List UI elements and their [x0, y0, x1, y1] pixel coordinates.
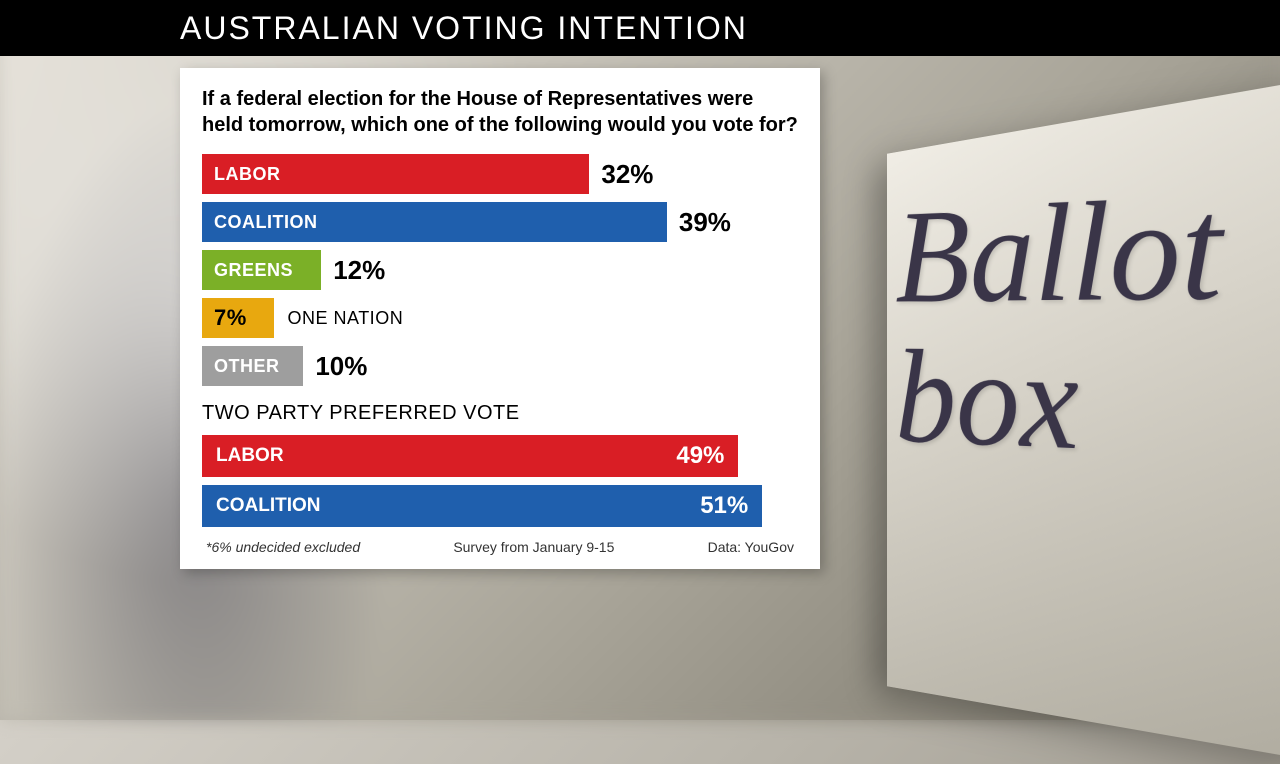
- bar-labor: LABOR: [202, 154, 589, 194]
- data-source: Data: YouGov: [708, 539, 794, 555]
- footnote: *6% undecided excluded: [206, 539, 360, 555]
- title-bar: AUSTRALIAN VOTING INTENTION: [0, 0, 1280, 56]
- poll-question: If a federal election for the House of R…: [202, 86, 798, 138]
- tpp-row: COALITION 51%: [202, 485, 798, 527]
- bar-other: OTHER: [202, 346, 303, 386]
- bar-coalition: COALITION: [202, 202, 667, 242]
- tpp-value: 51%: [700, 492, 748, 520]
- bar-value: 12%: [333, 255, 385, 286]
- bar-value: 10%: [315, 351, 367, 382]
- bar-row: 7% ONE NATION: [202, 298, 798, 338]
- tpp-bar-coalition: COALITION 51%: [202, 485, 762, 527]
- page-title: AUSTRALIAN VOTING INTENTION: [180, 10, 748, 47]
- tpp-label: COALITION: [216, 495, 321, 517]
- bar-label-outside: ONE NATION: [288, 308, 404, 329]
- bar-value: 32%: [601, 159, 653, 190]
- primary-vote-chart: LABOR 32% COALITION 39% GREENS 12% 7% ONE NATIO…: [202, 154, 798, 386]
- survey-dates: Survey from January 9-15: [453, 539, 614, 555]
- chart-panel: If a federal election for the House of R…: [180, 68, 820, 569]
- bar-value: 39%: [679, 207, 731, 238]
- ballot-box-graphic: [887, 76, 1280, 763]
- tpp-chart: LABOR 49% COALITION 51%: [202, 435, 798, 527]
- bar-row: OTHER 10%: [202, 346, 798, 386]
- bar-value-inside: 7%: [214, 305, 247, 331]
- bar-row: COALITION 39%: [202, 202, 798, 242]
- chart-footer: *6% undecided excluded Survey from Janua…: [202, 539, 798, 555]
- tpp-title: TWO PARTY PREFERRED VOTE: [202, 402, 798, 425]
- bar-row: LABOR 32%: [202, 154, 798, 194]
- bar-one-nation: 7%: [202, 298, 274, 338]
- bar-row: GREENS 12%: [202, 250, 798, 290]
- tpp-label: LABOR: [216, 445, 284, 467]
- bar-greens: GREENS: [202, 250, 321, 290]
- tpp-value: 49%: [676, 442, 724, 470]
- tpp-row: LABOR 49%: [202, 435, 798, 477]
- tpp-bar-labor: LABOR 49%: [202, 435, 738, 477]
